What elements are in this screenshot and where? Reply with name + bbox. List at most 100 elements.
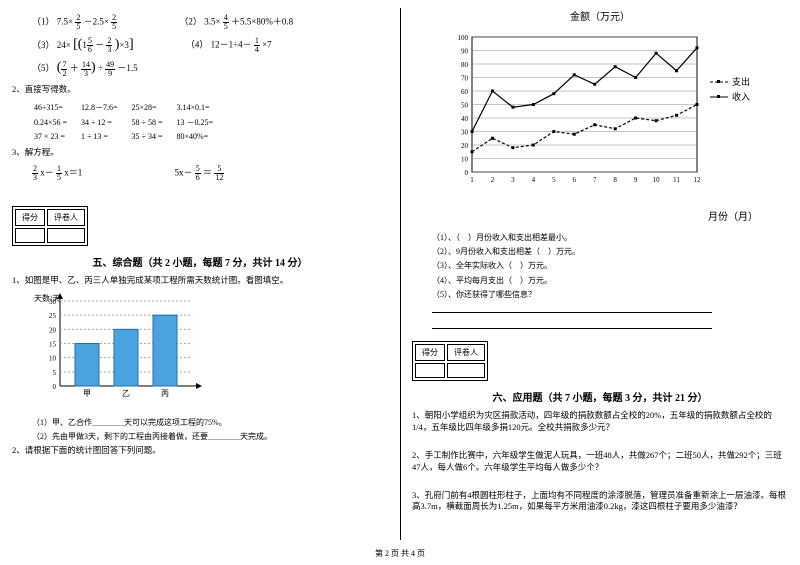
line-chart: 0102030405060708090100123456789101112支出收…: [442, 27, 788, 204]
svg-text:11: 11: [673, 176, 680, 184]
expr3-label: （3）: [32, 40, 55, 50]
xlabel: 月份（月）: [412, 208, 758, 223]
expr-row-2: （3） 24× [(156 － 23 )×3] （4） 12－1÷4－ 14 ×…: [12, 37, 388, 54]
expr-row-1: （1） 7.5× 25 －2.5× 25 （2） 3.5× 45 ＋5.5×80…: [12, 14, 388, 31]
svg-text:20: 20: [49, 326, 57, 334]
svg-text:8: 8: [613, 176, 617, 184]
svg-text:支出: 支出: [732, 76, 750, 87]
calc-cell: 58 ÷ 58 =: [132, 116, 175, 129]
svg-text:80: 80: [461, 61, 469, 69]
svg-text:4: 4: [532, 176, 536, 184]
expr1-label: （1）: [32, 17, 55, 27]
svg-text:40: 40: [461, 115, 469, 123]
svg-text:收入: 收入: [732, 91, 750, 102]
column-divider: [400, 8, 401, 540]
s5q2: 2、请根据下面的统计图回答下列问题。: [12, 445, 388, 457]
q2-title: 2、直接写得数。: [12, 84, 388, 96]
calc-cell: 13 －0.25=: [176, 116, 225, 129]
page-footer: 第 2 页 共 4 页: [0, 548, 800, 559]
calc-cell: 1 ÷ 13 =: [81, 131, 130, 142]
calc-cell: 35 ÷ 34 =: [132, 131, 175, 142]
svg-text:1: 1: [470, 176, 474, 184]
expr5-label: （5）: [32, 63, 55, 73]
rq2: （2）、9月份收入和支出相差（ ）万元。: [432, 246, 788, 257]
bar-chart: 051015202530天数/天甲乙丙: [32, 291, 388, 413]
expr2-a: 3.5×: [204, 17, 220, 27]
svg-text:0: 0: [53, 383, 57, 391]
svg-text:0: 0: [465, 169, 469, 177]
eq2-b: ＝: [203, 167, 214, 177]
svg-text:100: 100: [458, 34, 469, 42]
expr4-label: （4）: [186, 40, 209, 50]
blank-line-1: [432, 303, 712, 313]
s6q2: 2、手工制作比赛中，六年级学生做泥人玩具，一班48人，共做267个；二班50人，…: [412, 450, 788, 474]
s6q1: 1、朝阳小学组织为灾区捐款活动，四年级的捐款数额占全校的20%，五年级的捐款数额…: [412, 410, 788, 434]
expr5-c: －1.5: [117, 63, 137, 73]
svg-text:5: 5: [53, 368, 57, 376]
svg-text:10: 10: [653, 176, 661, 184]
calc-cell: 80×40%=: [176, 131, 225, 142]
right-column: 金额（万元） 010203040506070809010012345678910…: [400, 0, 800, 540]
calc-cell: 37 × 23 =: [34, 131, 79, 142]
rq3: （3）、全年实际收入（ ）万元。: [432, 260, 788, 271]
svg-text:30: 30: [461, 129, 469, 137]
svg-text:2: 2: [491, 176, 495, 184]
svg-text:20: 20: [461, 142, 469, 150]
expr2-label: （2）: [179, 17, 202, 27]
s5q1: 1、如图是甲、乙、丙三人单独完成某项工程所需天数统计图。看图填空。: [12, 275, 388, 287]
calc-cell: 0.24×56 =: [34, 116, 79, 129]
expr-row-3: （5） (72 ＋ 143) ÷ 499 －1.5: [12, 60, 388, 77]
rq4: （4）、平均每月支出（ ）万元。: [432, 275, 788, 286]
eq1-a: x－: [40, 167, 54, 177]
expr4-a: 12－1÷4－: [211, 40, 252, 50]
svg-text:12: 12: [694, 176, 702, 184]
svg-text:天数/天: 天数/天: [34, 293, 60, 303]
expr3-b: －: [95, 40, 104, 50]
svg-text:15: 15: [49, 340, 57, 348]
calc-grid: 46÷315=12.8－7.6=25×28=3.14×0.1= 0.24×56 =…: [32, 99, 227, 144]
svg-text:10: 10: [49, 354, 57, 362]
eq2-a: 5x－: [175, 167, 195, 177]
calc-cell: 3.14×0.1=: [176, 101, 225, 114]
section-5-title: 五、综合题（共 2 小题，每题 7 分，共计 14 分）: [12, 254, 388, 269]
svg-text:50: 50: [461, 102, 469, 110]
svg-text:60: 60: [461, 88, 469, 96]
q3-title: 3、解方程。: [12, 147, 388, 159]
expr2-b: ＋5.5×80%＋0.8: [231, 17, 293, 27]
expr5-b: ÷: [98, 63, 103, 73]
expr1-b: －2.5×: [84, 17, 109, 27]
rq5: （5）、你还获得了哪些信息？: [432, 289, 788, 300]
calc-cell: 34 ÷ 12 =: [81, 116, 130, 129]
svg-text:25: 25: [49, 312, 57, 320]
calc-cell: 12.8－7.6=: [81, 101, 130, 114]
calc-cell: 46÷315=: [34, 101, 79, 114]
svg-text:3: 3: [511, 176, 515, 184]
blank-line-2: [432, 319, 712, 329]
svg-text:90: 90: [461, 48, 469, 56]
left-column: （1） 7.5× 25 －2.5× 25 （2） 3.5× 45 ＋5.5×80…: [0, 0, 400, 540]
score-box-5: 得分评卷人: [12, 206, 88, 246]
score-box-6: 得分评卷人: [412, 341, 488, 381]
expr1-a: 7.5×: [57, 17, 73, 27]
expr3-a: 24×: [57, 40, 71, 50]
svg-text:9: 9: [634, 176, 638, 184]
expr3-c: ×3: [119, 40, 129, 50]
svg-text:6: 6: [573, 176, 577, 184]
svg-text:丙: 丙: [161, 389, 169, 398]
expr5-a: ＋: [70, 63, 79, 73]
expr4-b: ×7: [262, 40, 272, 50]
svg-text:10: 10: [461, 156, 469, 164]
svg-text:70: 70: [461, 75, 469, 83]
s5q1b: （2）先由甲做3天，剩下的工程由丙接着做，还要＿＿＿＿天完成。: [32, 431, 388, 442]
s6q3: 3、孔府门前有4根圆柱形柱子，上面均有不同程度的涂漆脱落，管理员准备重新涂上一层…: [412, 490, 788, 514]
svg-text:甲: 甲: [83, 389, 91, 398]
svg-text:7: 7: [593, 176, 597, 184]
svg-text:乙: 乙: [122, 389, 130, 398]
calc-cell: 25×28=: [132, 101, 175, 114]
section-6-title: 六、应用题（共 7 小题，每题 3 分，共计 21 分）: [412, 389, 788, 404]
rq1: （1）、（ ）月份收入和支出相差最小。: [432, 232, 788, 243]
chart-title: 金额（万元）: [412, 8, 788, 23]
s5q1a: （1）甲、乙合作＿＿＿＿天可以完成这项工程的75%。: [32, 417, 388, 428]
eq1-b: x＝1: [64, 167, 82, 177]
svg-text:5: 5: [552, 176, 556, 184]
